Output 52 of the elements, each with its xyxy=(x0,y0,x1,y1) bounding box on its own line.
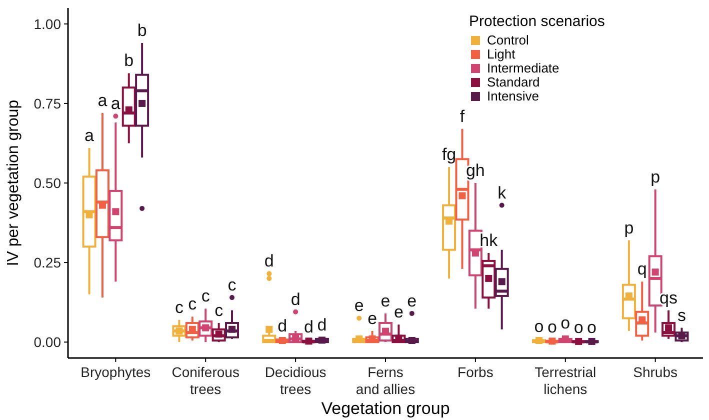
text: p xyxy=(650,167,660,186)
text: o xyxy=(560,314,570,333)
text: b xyxy=(124,51,134,70)
text: a xyxy=(98,91,108,110)
text: c xyxy=(174,298,184,317)
text: o xyxy=(574,318,584,338)
legend-label: Intermediate xyxy=(487,60,560,76)
text: d xyxy=(264,252,274,271)
y-tick-label: 0.25 xyxy=(34,254,62,270)
y-axis-title: IV per vegetation group xyxy=(5,100,22,266)
text: e xyxy=(380,291,390,310)
legend-label: Control xyxy=(487,32,530,48)
text: q xyxy=(637,260,647,279)
legend-label: Intensive xyxy=(487,88,540,104)
text: k xyxy=(498,183,506,202)
text: d xyxy=(278,316,288,336)
x-tick-label: Terrestrial lichens xyxy=(534,364,596,397)
text: s xyxy=(677,306,686,325)
text: c xyxy=(201,286,210,306)
x-axis-title: Vegetation group xyxy=(321,399,450,418)
x-tick-label: Shrubs xyxy=(633,364,678,380)
legend-label: Light xyxy=(487,46,516,62)
text: e xyxy=(394,302,404,322)
y-tick-label: 1.00 xyxy=(34,16,62,32)
text: fg xyxy=(442,145,456,164)
x-tick-label: Decidious trees xyxy=(264,364,326,397)
text: d xyxy=(290,290,300,309)
x-tick-label: Bryophytes xyxy=(80,364,151,380)
text: b xyxy=(137,21,147,40)
text: d xyxy=(317,315,327,334)
text: o xyxy=(547,318,557,337)
text: a xyxy=(84,126,94,145)
text: d xyxy=(304,318,314,337)
text: a xyxy=(110,94,120,114)
text: o xyxy=(587,318,597,338)
x-tick-label: Ferns and allies xyxy=(356,364,416,397)
y-tick-label: 0.00 xyxy=(34,334,62,350)
legend-label: Standard xyxy=(487,74,540,90)
y-tick-label: 0.50 xyxy=(34,174,62,191)
y-tick-label: 0.75 xyxy=(34,95,62,112)
text: e xyxy=(368,308,378,328)
text: c xyxy=(228,276,236,295)
text: c xyxy=(214,301,224,320)
text: e xyxy=(354,296,364,316)
x-tick-label: Coniferous trees xyxy=(172,364,240,397)
x-tick-label: Forbs xyxy=(458,364,494,380)
legend-title: Protection scenarios xyxy=(469,13,605,30)
text: e xyxy=(407,291,417,310)
text: c xyxy=(188,294,197,314)
text: o xyxy=(534,316,544,336)
text: f xyxy=(460,106,465,126)
text: p xyxy=(624,218,634,238)
